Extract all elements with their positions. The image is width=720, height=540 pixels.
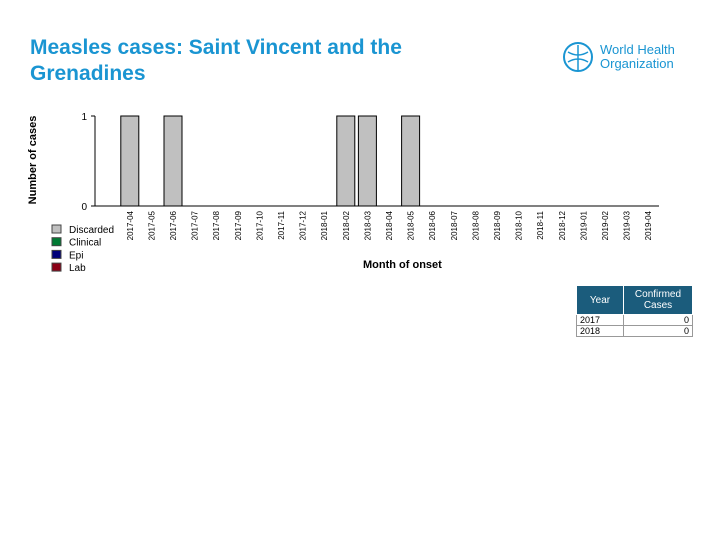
legend-swatch: [51, 249, 62, 259]
bar: [163, 115, 183, 207]
cases-table: Year Confirmed Cases 2017 0 2018 0: [576, 285, 693, 337]
x-tick-label: 2018-11: [536, 210, 545, 239]
legend-label: Clinical: [69, 238, 101, 249]
x-tick-label: 2018-03: [363, 210, 372, 240]
table-cell: 0: [623, 325, 693, 337]
x-tick-label: 2018-02: [342, 210, 351, 240]
x-tick-label: 2018-08: [471, 210, 480, 240]
x-tick-label: 2017-07: [191, 210, 200, 240]
x-tick-label: 2019-02: [601, 210, 610, 240]
x-tick-label: 2018-04: [385, 210, 394, 240]
x-tick-label: 2018-01: [320, 210, 329, 240]
table-header: Confirmed Cases: [623, 285, 693, 315]
x-tick-label: 2017-10: [255, 210, 264, 240]
legend-label: Lab: [69, 263, 86, 274]
logo-text: World Health: [600, 42, 675, 57]
table-cell: 2018: [576, 325, 624, 337]
x-tick-label: 2017-04: [126, 210, 135, 240]
x-tick-label: 2019-04: [644, 210, 653, 240]
x-tick-label: 2018-06: [428, 210, 437, 240]
x-tick-label: 2018-05: [407, 210, 416, 240]
x-tick-label: 2018-09: [493, 210, 502, 240]
table-cell: 0: [623, 314, 693, 326]
x-tick-label: 2017-11: [277, 210, 286, 239]
x-tick-label: 2019-01: [579, 210, 588, 240]
legend-swatch: [51, 262, 62, 272]
x-tick-label: 2017-09: [234, 210, 243, 240]
logo-text: Organization: [600, 56, 674, 71]
bar: [120, 115, 140, 207]
x-axis-title: Month of onset: [363, 259, 442, 271]
y-tick-label: 0: [81, 202, 87, 213]
legend-swatch: [51, 224, 62, 234]
bar: [357, 115, 377, 207]
bar: [401, 115, 421, 207]
x-tick-label: 2018-12: [558, 210, 567, 240]
x-tick-label: 2017-08: [212, 210, 221, 240]
x-tick-label: 2018-07: [450, 210, 459, 240]
y-axis-title: Number of cases: [27, 116, 39, 205]
table-cell: 2017: [576, 314, 624, 326]
x-tick-label: 2017-05: [147, 210, 156, 240]
table-header: Year: [576, 285, 624, 315]
x-tick-label: 2019-03: [623, 210, 632, 240]
bar: [336, 115, 356, 207]
x-tick-label: 2017-12: [299, 210, 308, 240]
legend-label: Discarded: [69, 225, 114, 236]
y-tick-label: 1: [81, 112, 87, 123]
legend-swatch: [51, 237, 62, 247]
legend-label: Epi: [69, 250, 83, 261]
x-tick-label: 2017-06: [169, 210, 178, 240]
chart-title: Measles cases: Saint Vincent and the Gre…: [30, 36, 402, 85]
x-tick-label: 2018-10: [515, 210, 524, 240]
who-logo: World Health Organization: [563, 42, 675, 72]
